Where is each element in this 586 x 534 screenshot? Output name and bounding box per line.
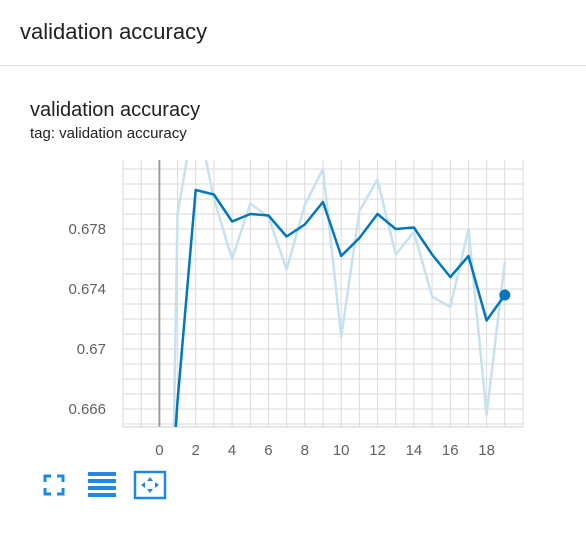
x-tick-label: 0 xyxy=(155,442,163,459)
smoothed-series-line xyxy=(174,188,506,427)
x-tick-label: 2 xyxy=(192,442,200,459)
fullscreen-button[interactable] xyxy=(40,471,68,499)
y-tick-label: 0.666 xyxy=(68,401,106,418)
chart-card-tag: tag: validation accuracy xyxy=(30,125,187,142)
fit-domain-icon xyxy=(133,470,167,500)
chart-card-title: validation accuracy xyxy=(30,99,201,121)
last-point-marker xyxy=(499,289,511,301)
x-tick-label: 18 xyxy=(478,442,495,459)
toggle-log-scale-button[interactable] xyxy=(86,469,118,499)
x-tick-label: 14 xyxy=(406,442,423,459)
fullscreen-icon xyxy=(43,474,65,496)
x-tick-label: 4 xyxy=(228,442,236,459)
raw-series-line xyxy=(172,160,507,427)
x-tick-label: 10 xyxy=(333,442,350,459)
x-tick-label: 16 xyxy=(442,442,459,459)
chart-axes xyxy=(123,160,523,428)
toggle-log-scale-icon xyxy=(88,472,116,497)
page-title: validation accuracy xyxy=(20,19,208,44)
x-tick-label: 8 xyxy=(301,442,309,459)
chart-series xyxy=(172,160,511,427)
y-tick-label: 0.674 xyxy=(68,281,106,298)
chart-tick-labels: 0.666 0.67 0.674 0.678 0 2 4 6 8 10 12 14 16 18 xyxy=(68,221,495,459)
x-tick-label: 12 xyxy=(369,442,386,459)
page-header: validation accuracy xyxy=(0,0,586,66)
y-tick-label: 0.67 xyxy=(77,341,106,358)
y-tick-label: 0.678 xyxy=(68,221,106,238)
x-tick-label: 6 xyxy=(264,442,272,459)
fit-domain-button[interactable] xyxy=(133,469,167,501)
chart-grid xyxy=(122,160,524,427)
